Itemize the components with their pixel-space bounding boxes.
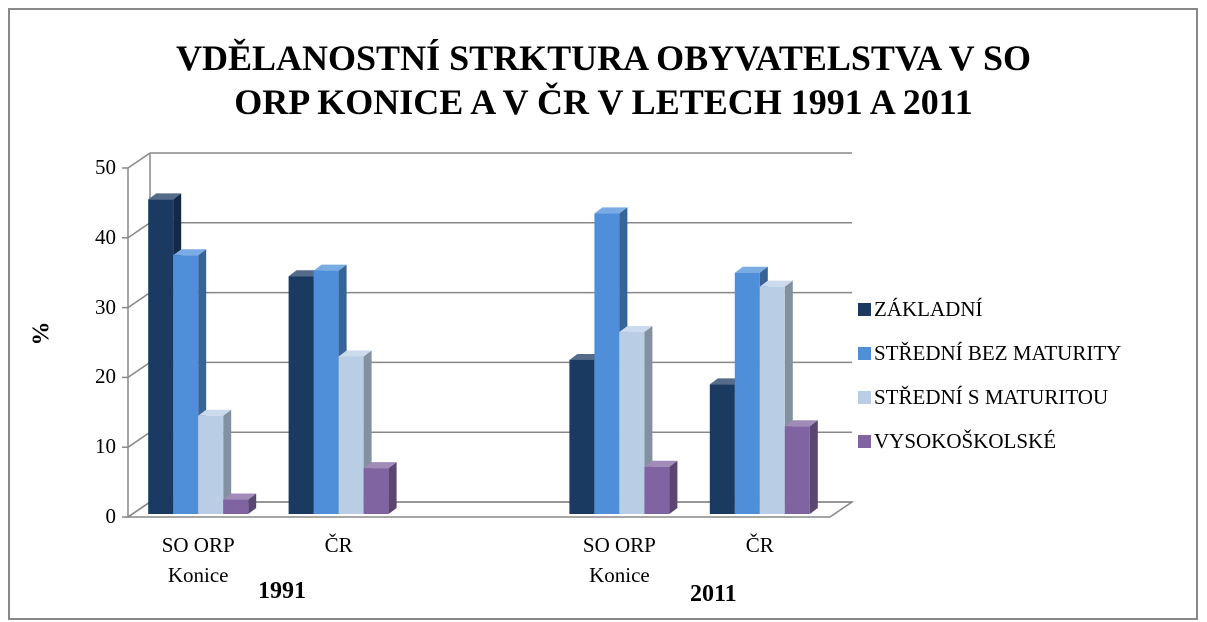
bar-side [388,462,397,514]
bar [173,249,207,514]
bar-front [148,199,174,514]
bar-top [644,460,678,467]
grid-line-side [127,152,151,169]
grid-line-side [127,291,151,309]
bar [784,420,818,514]
y-tick-label: 10 [95,434,116,459]
legend-label: STŘEDNÍ BEZ MATURITY [874,341,1122,365]
bar-front [594,213,620,514]
bar-front [759,286,785,514]
bar-top [338,350,372,357]
bar-top [363,462,397,469]
frame [8,8,1198,620]
bar-top [759,280,793,287]
bar-top [288,270,322,277]
x-tick-label: ČR [745,533,774,557]
legend-label: STŘEDNÍ S MATURITOU [874,385,1109,409]
y-tick-label: 40 [95,224,116,249]
bar-front [173,255,199,514]
bar-top [313,264,347,271]
bar-top [223,493,257,500]
legend-swatch [858,435,871,448]
bar-top [198,409,232,416]
y-tick-label: 20 [95,364,116,389]
bar-side [248,493,257,514]
legend-swatch [858,303,871,316]
bar-top [709,378,743,385]
legend-label: VYSOKOŠKOLSKÉ [874,429,1057,453]
bar-front [619,332,645,514]
bar [198,409,232,514]
bar-top [569,353,603,360]
bar-front [569,359,595,514]
bar-top [619,326,653,333]
bar-side [809,420,818,514]
bar-side [669,460,678,514]
bar-side [223,409,232,514]
bar-front [734,272,760,514]
bar [363,462,397,514]
bar-front [288,276,314,514]
y-tick-label: 0 [105,504,117,528]
grid-line-side [127,431,151,448]
bar-front [313,270,339,514]
bar-top [784,420,818,427]
legend-swatch [858,347,871,360]
y-tick-label: 50 [95,155,116,179]
group-label: 2011 [690,581,737,607]
grid-line-side [127,361,151,379]
bar-front [363,468,389,514]
grid-line-side [127,222,151,239]
x-tick-label: ČR [324,533,353,557]
grid-line-side [127,501,151,518]
bar-top [173,249,207,256]
y-tick-label: 30 [95,294,116,319]
group-label: 1991 [258,578,306,604]
bar-front [338,356,364,514]
bar-front [644,466,670,514]
bar-top [594,207,628,214]
x-tick-label: SO ORP Konice [582,533,656,587]
legend-label: ZÁKLADNÍ [874,297,983,321]
bar-top [148,193,182,200]
bar-front [198,415,224,514]
legend-swatch [858,391,871,404]
bar-top [734,266,768,273]
bar-front [784,426,810,514]
bar-front [223,499,249,514]
y-axis-label: % [28,321,55,346]
bar [644,460,678,514]
chart-title: VDĚLANOSTNÍ STRKTURA OBYVATELSTVA V SO O… [176,38,1031,122]
bar [223,493,257,514]
x-tick-label: SO ORP Konice [161,533,235,587]
bar-front [709,384,735,514]
